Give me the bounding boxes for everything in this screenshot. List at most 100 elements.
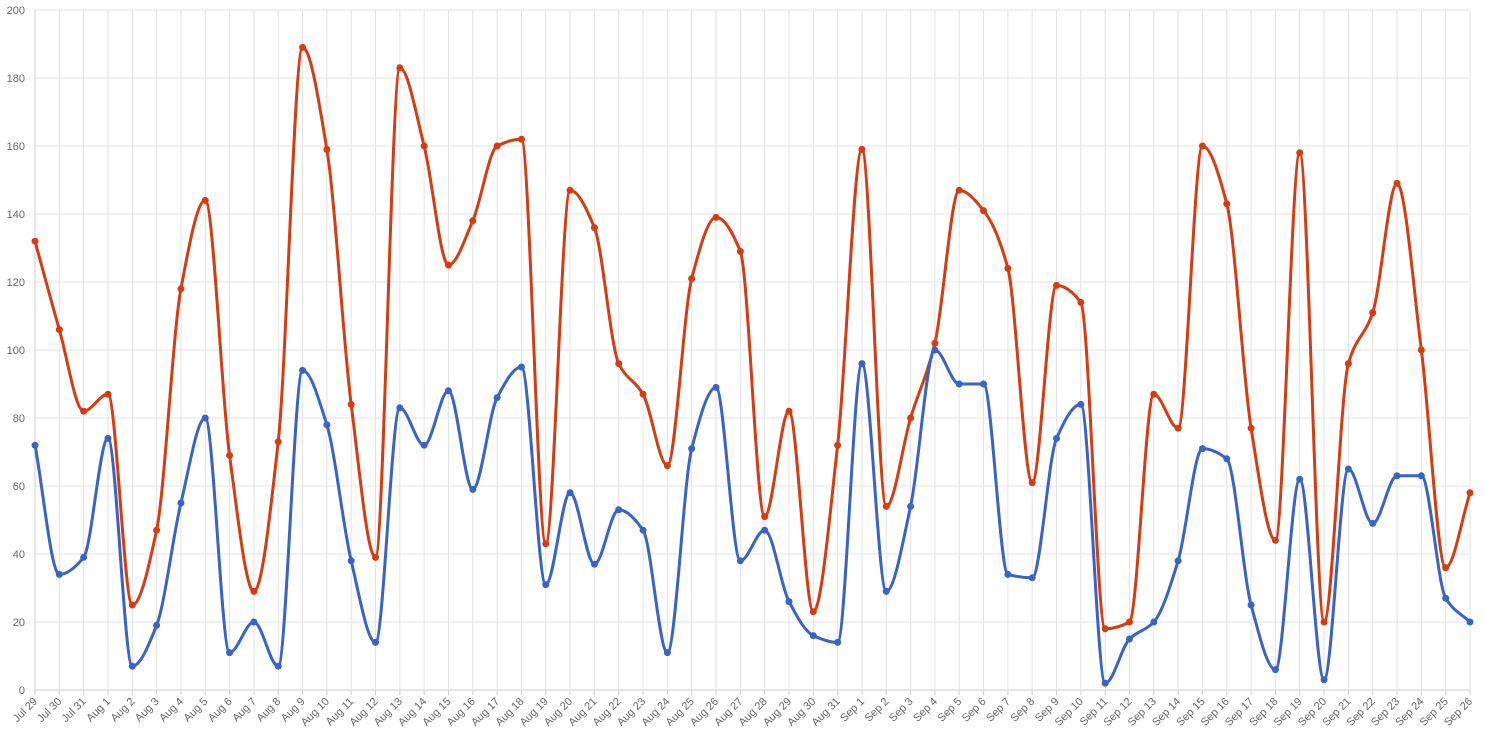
data-point[interactable] <box>834 441 842 449</box>
data-point[interactable] <box>1247 601 1255 609</box>
data-point[interactable] <box>1174 424 1182 432</box>
data-point[interactable] <box>1101 679 1109 687</box>
data-point[interactable] <box>542 581 550 589</box>
data-point[interactable] <box>1344 360 1352 368</box>
data-point[interactable] <box>590 560 598 568</box>
data-point[interactable] <box>469 217 477 225</box>
data-point[interactable] <box>663 462 671 470</box>
data-point[interactable] <box>55 326 63 334</box>
data-point[interactable] <box>858 360 866 368</box>
data-point[interactable] <box>639 526 647 534</box>
data-point[interactable] <box>834 638 842 646</box>
data-point[interactable] <box>31 237 39 245</box>
data-point[interactable] <box>80 553 88 561</box>
data-point[interactable] <box>1223 200 1231 208</box>
data-point[interactable] <box>1442 594 1450 602</box>
data-point[interactable] <box>372 553 380 561</box>
data-point[interactable] <box>1174 557 1182 565</box>
data-point[interactable] <box>1369 309 1377 317</box>
data-point[interactable] <box>1296 149 1304 157</box>
data-point[interactable] <box>590 224 598 232</box>
data-point[interactable] <box>566 186 574 194</box>
data-point[interactable] <box>31 441 39 449</box>
data-point[interactable] <box>1344 465 1352 473</box>
data-point[interactable] <box>542 540 550 548</box>
data-point[interactable] <box>1150 618 1158 626</box>
data-point[interactable] <box>274 662 282 670</box>
data-point[interactable] <box>323 421 331 429</box>
data-point[interactable] <box>153 526 161 534</box>
data-point[interactable] <box>55 570 63 578</box>
data-point[interactable] <box>1101 625 1109 633</box>
data-point[interactable] <box>785 598 793 606</box>
data-point[interactable] <box>1028 479 1036 487</box>
data-point[interactable] <box>1198 445 1206 453</box>
data-point[interactable] <box>1150 390 1158 398</box>
data-point[interactable] <box>517 363 525 371</box>
data-point[interactable] <box>931 346 939 354</box>
data-point[interactable] <box>274 438 282 446</box>
data-point[interactable] <box>469 485 477 493</box>
data-point[interactable] <box>80 407 88 415</box>
data-point[interactable] <box>444 261 452 269</box>
data-point[interactable] <box>128 662 136 670</box>
data-point[interactable] <box>1125 635 1133 643</box>
data-point[interactable] <box>299 43 307 51</box>
data-point[interactable] <box>882 587 890 595</box>
data-point[interactable] <box>201 414 209 422</box>
data-point[interactable] <box>1004 264 1012 272</box>
data-point[interactable] <box>1417 346 1425 354</box>
data-point[interactable] <box>980 380 988 388</box>
data-point[interactable] <box>128 601 136 609</box>
data-point[interactable] <box>955 186 963 194</box>
data-point[interactable] <box>688 445 696 453</box>
data-point[interactable] <box>712 213 720 221</box>
data-point[interactable] <box>809 632 817 640</box>
data-point[interactable] <box>1198 142 1206 150</box>
data-point[interactable] <box>1028 574 1036 582</box>
data-point[interactable] <box>1466 489 1474 497</box>
data-point[interactable] <box>1271 536 1279 544</box>
data-point[interactable] <box>736 247 744 255</box>
data-point[interactable] <box>323 145 331 153</box>
data-point[interactable] <box>104 390 112 398</box>
data-point[interactable] <box>1393 179 1401 187</box>
data-point[interactable] <box>882 502 890 510</box>
data-point[interactable] <box>517 135 525 143</box>
data-point[interactable] <box>493 394 501 402</box>
data-point[interactable] <box>931 339 939 347</box>
data-point[interactable] <box>1466 618 1474 626</box>
data-point[interactable] <box>1077 400 1085 408</box>
data-point[interactable] <box>688 275 696 283</box>
data-point[interactable] <box>420 142 428 150</box>
data-point[interactable] <box>396 64 404 72</box>
data-point[interactable] <box>420 441 428 449</box>
data-point[interactable] <box>372 638 380 646</box>
data-point[interactable] <box>1247 424 1255 432</box>
data-point[interactable] <box>226 451 234 459</box>
data-point[interactable] <box>1053 281 1061 289</box>
data-point[interactable] <box>396 404 404 412</box>
data-point[interactable] <box>907 502 915 510</box>
data-point[interactable] <box>1125 618 1133 626</box>
data-point[interactable] <box>663 649 671 657</box>
data-point[interactable] <box>736 557 744 565</box>
data-point[interactable] <box>493 142 501 150</box>
data-point[interactable] <box>1296 475 1304 483</box>
data-point[interactable] <box>858 145 866 153</box>
data-point[interactable] <box>615 360 623 368</box>
data-point[interactable] <box>1442 564 1450 572</box>
data-point[interactable] <box>1004 570 1012 578</box>
data-point[interactable] <box>955 380 963 388</box>
data-point[interactable] <box>809 608 817 616</box>
data-point[interactable] <box>1320 676 1328 684</box>
data-point[interactable] <box>226 649 234 657</box>
data-point[interactable] <box>250 618 258 626</box>
data-point[interactable] <box>785 407 793 415</box>
data-point[interactable] <box>1271 666 1279 674</box>
data-point[interactable] <box>299 366 307 374</box>
data-point[interactable] <box>250 587 258 595</box>
data-point[interactable] <box>153 621 161 629</box>
data-point[interactable] <box>980 207 988 215</box>
data-point[interactable] <box>347 400 355 408</box>
